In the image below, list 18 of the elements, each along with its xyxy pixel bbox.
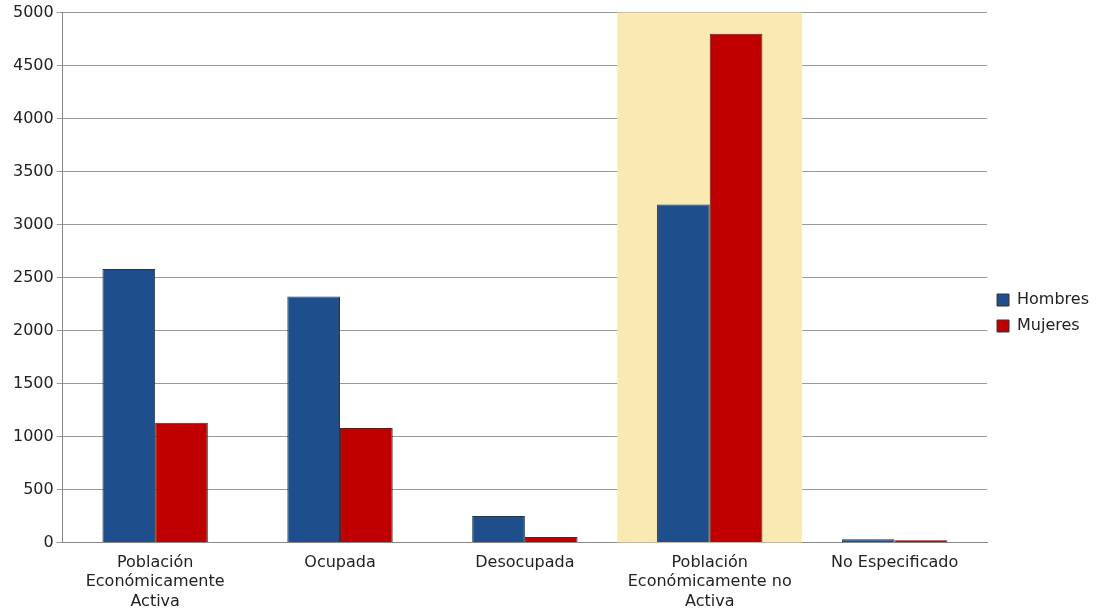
y-tick-label: 2000 [13, 319, 54, 339]
x-tick-label: Ocupada [304, 552, 376, 572]
y-tick-label: 500 [23, 478, 54, 498]
x-tick-label: Población Económicamente no Activa [627, 552, 792, 610]
y-tick-label: 4000 [13, 107, 54, 127]
y-tick-label: 3000 [13, 213, 54, 233]
y-tick-label: 2500 [13, 266, 54, 286]
legend-label: Mujeres [1017, 315, 1080, 335]
y-tick-label: 4500 [13, 54, 54, 74]
y-tick-label: 0 [43, 531, 54, 551]
x-tick-label: Desocupada [475, 552, 575, 572]
y-tick-label: 1000 [13, 425, 54, 445]
y-tick-label: 1500 [13, 372, 54, 392]
x-tick-label: No Especificado [831, 552, 959, 572]
legend-label: Hombres [1017, 289, 1089, 309]
y-tick-label: 5000 [13, 1, 54, 21]
y-tick-label: 3500 [13, 160, 54, 180]
x-tick-label: Población Económicamente Activa [85, 552, 225, 610]
